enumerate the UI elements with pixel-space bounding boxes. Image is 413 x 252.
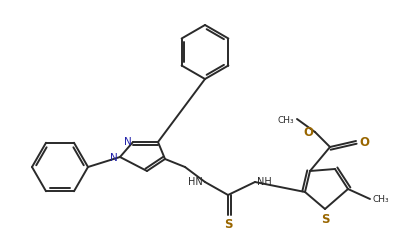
Text: CH₃: CH₃ [372, 195, 389, 204]
Text: S: S [223, 217, 232, 230]
Text: N: N [110, 152, 118, 162]
Text: O: O [358, 135, 368, 148]
Text: S: S [320, 212, 328, 225]
Text: N: N [124, 137, 132, 146]
Text: HN: HN [188, 176, 202, 186]
Text: O: O [302, 125, 312, 138]
Text: CH₃: CH₃ [277, 115, 293, 124]
Text: NH: NH [256, 176, 271, 186]
